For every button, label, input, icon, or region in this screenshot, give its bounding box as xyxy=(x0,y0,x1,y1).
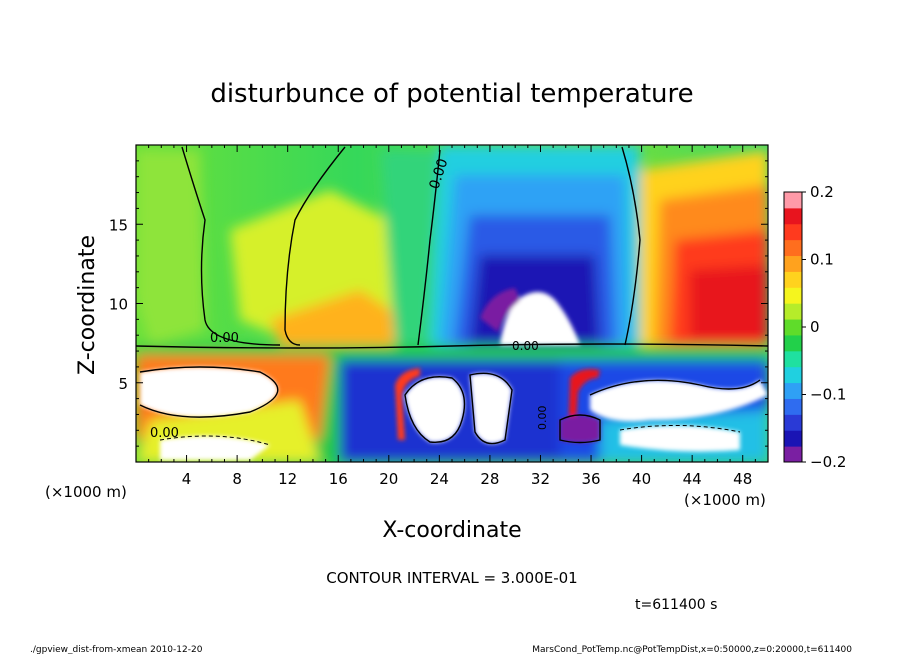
contour-lower-4 xyxy=(469,372,513,445)
colorbar-swatch xyxy=(784,207,802,225)
contour-interface xyxy=(136,343,768,349)
contour-line-1 xyxy=(181,146,281,346)
y-tick-label: 10 xyxy=(109,296,128,314)
region-green-right-strip xyxy=(380,150,440,345)
region-warm-dark-red xyxy=(690,265,768,340)
white-lower-left xyxy=(140,367,278,418)
contour-lower-3 xyxy=(589,379,761,396)
x-unit-right: (×1000 m) xyxy=(684,491,766,509)
colorbar-swatch xyxy=(784,366,802,384)
x-tick-label: 16 xyxy=(329,470,348,488)
colorbar-swatch xyxy=(784,223,802,241)
colorbar-swatch xyxy=(784,334,802,352)
contour-line-3 xyxy=(417,149,441,346)
contour-lower-5 xyxy=(559,414,601,444)
x-tick-label: 36 xyxy=(581,470,600,488)
footer-left: ./gpview_dist-from-xmean 2010-12-20 xyxy=(30,645,203,654)
colorbar-swatch xyxy=(784,255,802,272)
white-blob-30 xyxy=(470,373,512,444)
colorbar-ticks: 0.2 0.1 0 −0.1 −0.2 xyxy=(802,183,846,471)
colorbar-tick-label: 0 xyxy=(810,318,820,336)
colorbar-swatch xyxy=(784,446,802,463)
colorbar-swatch xyxy=(784,382,802,399)
y-axis: 5 10 15 xyxy=(109,160,768,447)
x-tick-label: 32 xyxy=(531,470,550,488)
x-tick-label: 8 xyxy=(232,470,242,488)
x-axis: 4 8 12 16 20 24 28 32 36 40 44 48 xyxy=(148,145,756,488)
plot-area: 0.00 0.00 0.00 0.00 0.00 xyxy=(136,145,768,462)
x-tick-label: 24 xyxy=(430,470,449,488)
contour-label-3: 0.00 xyxy=(512,339,539,353)
contour-dashed-2 xyxy=(159,435,271,446)
white-lower-left-2 xyxy=(160,436,270,460)
contour-interval-note: CONTOUR INTERVAL = 3.000E-01 xyxy=(326,569,577,587)
white-lower-right xyxy=(620,425,740,452)
red-streak-mid xyxy=(395,368,420,440)
x-tick-label: 4 xyxy=(182,470,192,488)
purple-core xyxy=(480,288,520,332)
purple-lower-right xyxy=(560,415,600,443)
contour-label-2: 0.00 xyxy=(210,331,239,346)
x-axis-label: X-coordinate xyxy=(382,518,521,543)
y-tick-label: 5 xyxy=(118,375,128,393)
x-tick-label: 20 xyxy=(379,470,398,488)
footer-right: MarsCond_PotTemp.nc@PotTempDist,x=0:5000… xyxy=(532,645,852,654)
colorbar-tick-label: −0.2 xyxy=(810,453,846,471)
contour-label-4: 0.00 xyxy=(150,426,179,441)
white-band-right xyxy=(590,380,768,422)
x-tick-label: 48 xyxy=(733,470,752,488)
white-core-upper xyxy=(500,291,580,345)
contour-line-4 xyxy=(621,146,641,346)
colorbar-swatch xyxy=(784,303,802,320)
x-tick-label: 44 xyxy=(683,470,702,488)
colorbar-swatch xyxy=(784,398,802,415)
colorbar-swatch xyxy=(784,414,802,431)
y-tick-label: 15 xyxy=(109,216,128,234)
colorbar-swatch xyxy=(784,350,802,368)
x-tick-label: 12 xyxy=(278,470,297,488)
contour-lower-2 xyxy=(139,366,279,418)
colorbar-swatch xyxy=(784,192,802,209)
colorbar-tick-label: −0.1 xyxy=(810,386,846,404)
y-axis-label: Z-coordinate xyxy=(75,235,100,375)
contour-lower-1 xyxy=(404,376,466,444)
colorbar-swatch xyxy=(784,319,802,336)
region-upper-left-light xyxy=(136,150,205,345)
x-tick-label: 40 xyxy=(632,470,651,488)
colorbar xyxy=(783,191,803,463)
x-unit-left: (×1000 m) xyxy=(45,483,127,501)
colorbar-swatch xyxy=(784,430,802,447)
contour-label-5: 0.00 xyxy=(536,406,549,431)
colorbar-swatch xyxy=(784,271,802,288)
x-tick-label: 28 xyxy=(480,470,499,488)
colorbar-swatch xyxy=(784,287,802,304)
time-label: t=611400 s xyxy=(635,597,717,613)
white-blob-24-28 xyxy=(405,376,465,443)
region-upper-mid-orange xyxy=(270,290,420,345)
contour-dashed-1 xyxy=(619,424,741,433)
colorbar-tick-label: 0.1 xyxy=(810,251,834,269)
contour-line-2 xyxy=(284,146,346,346)
chart-title: disturbunce of potential temperature xyxy=(210,79,693,109)
colorbar-tick-label: 0.2 xyxy=(810,183,834,201)
colorbar-swatch xyxy=(784,239,802,257)
